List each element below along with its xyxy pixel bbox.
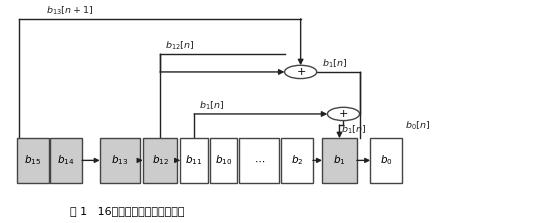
- Text: $b_{13}$: $b_{13}$: [111, 153, 128, 167]
- Bar: [322, 138, 357, 182]
- Bar: [281, 138, 313, 182]
- Bar: [239, 138, 279, 182]
- Text: $b_0$: $b_0$: [380, 153, 393, 167]
- Bar: [209, 138, 237, 182]
- Text: $b_2$: $b_2$: [291, 153, 303, 167]
- Bar: [100, 138, 140, 182]
- Text: $b_{13}[n+1]$: $b_{13}[n+1]$: [46, 4, 93, 17]
- Text: $+$: $+$: [338, 108, 349, 120]
- Text: $b_{12}$: $b_{12}$: [151, 153, 169, 167]
- Bar: [17, 138, 49, 182]
- Text: $b_1[n]$: $b_1[n]$: [341, 123, 366, 136]
- Bar: [180, 138, 208, 182]
- Bar: [143, 138, 177, 182]
- Text: $b_1[n]$: $b_1[n]$: [199, 99, 224, 112]
- Text: $b_{10}$: $b_{10}$: [215, 153, 232, 167]
- Circle shape: [285, 65, 317, 78]
- Bar: [371, 138, 402, 182]
- Text: $b_{12}[n]$: $b_{12}[n]$: [165, 39, 195, 52]
- Circle shape: [328, 107, 360, 121]
- Text: $+$: $+$: [295, 66, 306, 77]
- Text: $b_0[n]$: $b_0[n]$: [405, 119, 430, 132]
- Text: $\cdots$: $\cdots$: [253, 155, 265, 165]
- Text: 图 1   16位伪随机数产生算法原理: 图 1 16位伪随机数产生算法原理: [70, 206, 185, 216]
- Text: $b_{14}$: $b_{14}$: [57, 153, 75, 167]
- Text: $b_1[n]$: $b_1[n]$: [322, 57, 347, 70]
- Bar: [50, 138, 82, 182]
- Text: $b_{15}$: $b_{15}$: [24, 153, 41, 167]
- Text: $b_{11}$: $b_{11}$: [185, 153, 202, 167]
- Text: $b_1$: $b_1$: [333, 153, 346, 167]
